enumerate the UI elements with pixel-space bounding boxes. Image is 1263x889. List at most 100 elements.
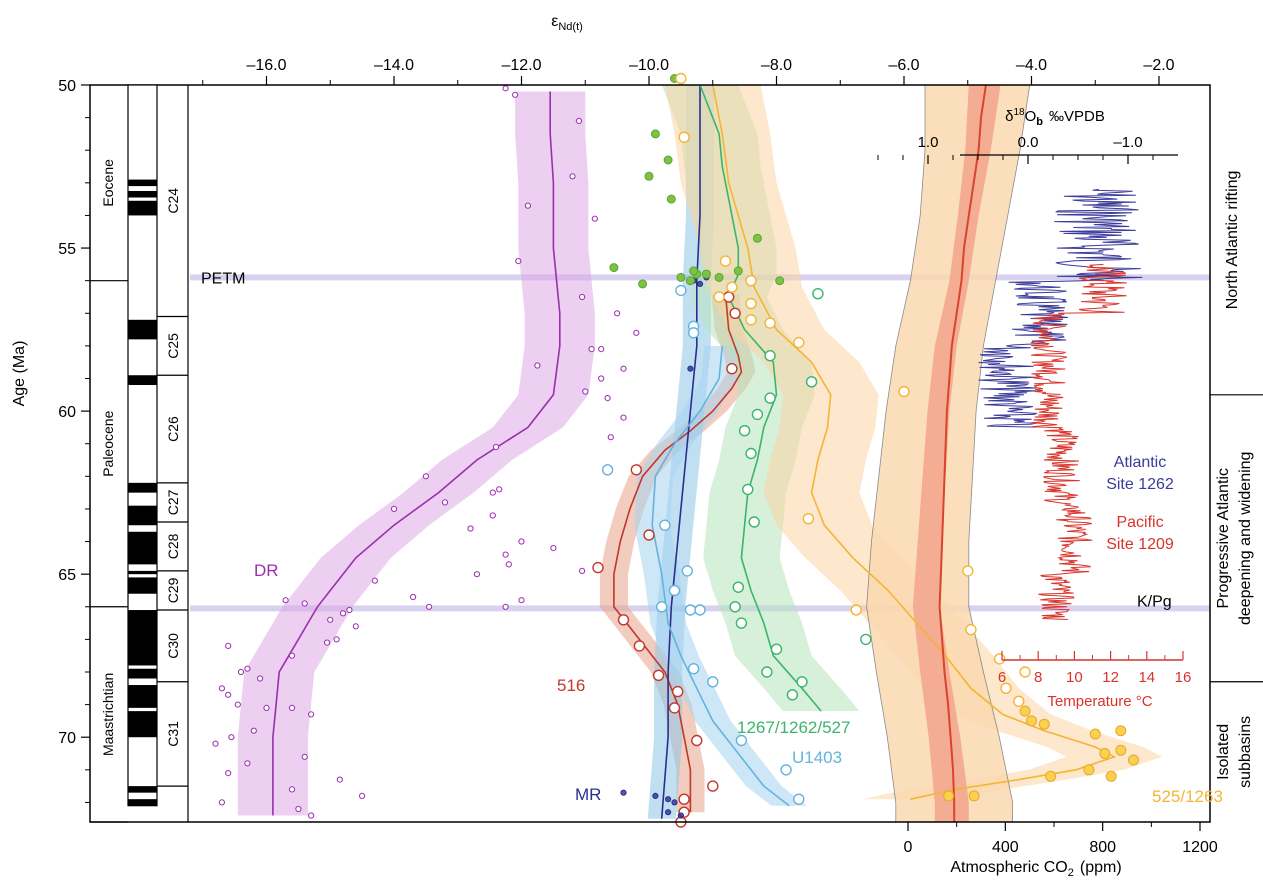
point-dr [512,91,519,98]
point-525-1263 [745,275,757,287]
temperature-axis-tick-label: 6 [998,669,1006,686]
point-dr [620,365,627,372]
point-dr [257,675,264,682]
top-axis-tick-label: –10.0 [629,57,669,74]
series-label-atlantic-line2: Site 1262 [1106,476,1174,493]
phase-label-north-atlantic-rifting-0: North Atlantic rifting [1224,171,1241,310]
curve-525-1263 [712,84,1117,800]
point-1267-1262-527 [748,516,760,528]
point-525-1263 [1000,682,1012,694]
curve-dr [272,91,561,816]
point-1267-1262-527 [732,581,744,593]
labels: PETM K/Pg DR 516 MR U1403 1267/1262/527 525/126… [201,270,1223,806]
temperature-axis-title: Temperature °C [1047,693,1152,710]
trace-pacific-site-1209 [1030,263,1127,620]
oxygen-axis-tick-label: 0.0 [1018,134,1039,151]
point-dr [534,362,541,369]
point-dr [346,606,353,614]
point-filled-525-1263 [1099,748,1111,759]
point-dr [225,642,232,650]
point-dr [598,346,605,353]
curve-mr [660,85,701,819]
point-516 [707,780,719,792]
point-1267-1262-527 [751,408,764,421]
point-dr [339,610,347,617]
point-filled-1267-1262-527 [714,272,724,282]
point-dr [473,571,480,578]
point-dr [218,799,225,806]
epoch-label-paleocene: Paleocene [100,410,116,476]
chron-label-c31: C31 [165,721,181,747]
point-dr [327,616,334,623]
point-u1403 [687,663,700,675]
point-525-1263 [745,297,757,310]
temperature-axis-tick-label: 10 [1066,669,1083,686]
point-filled-525-1263 [1026,715,1037,727]
point-dr [569,173,576,180]
point-1267-1262-527 [735,617,748,629]
point-dr [225,770,232,777]
point-u1403 [681,565,693,577]
point-mr [620,789,627,796]
temperature-axis-tick-label: 12 [1102,669,1119,686]
point-1267-1262-527 [770,643,783,655]
point-filled-525-1263 [1019,705,1031,717]
point-u1403 [656,601,668,613]
point-filled-1267-1262-527 [609,263,619,273]
left-axis-tick-label: 70 [58,730,76,747]
point-dr [550,545,557,552]
point-525-1263 [993,653,1006,665]
oxygen-temperature-records [978,188,1143,620]
point-516 [678,793,690,805]
point-1267-1262-527 [745,447,757,460]
point-1267-1262-527 [764,350,776,362]
polarity-normal-interval [128,685,157,708]
point-dr [489,512,496,519]
point-filled-525-1263 [1128,754,1139,766]
point-dr [426,603,433,610]
point-516 [668,702,681,714]
band-dr [237,91,595,816]
point-516 [672,685,684,698]
point-dr [582,388,589,395]
point-dr [301,600,308,607]
band-525-1263 [664,85,1163,800]
point-u1403 [793,793,805,805]
point-filled-1267-1262-527 [676,272,686,282]
curve-1267-1262-527 [699,84,822,712]
point-mr [687,365,694,372]
series-curves [272,84,1117,822]
point-filled-1267-1262-527 [663,155,673,165]
point-525-1263 [675,72,687,85]
point-1267-1262-527 [738,425,751,437]
point-u1403 [780,764,792,776]
point-dr [212,740,219,747]
point-dr [502,551,509,558]
tectonic-phases: North Atlantic rifting Progressive Atlant… [1210,171,1263,788]
top-axis-tick-label: –16.0 [246,57,286,74]
point-filled-525-1263 [968,790,980,802]
point-filled-525-1263 [943,790,955,802]
point-filled-525-1263 [1089,728,1101,740]
left-axis-tick-label: 55 [58,241,76,258]
point-525-1263 [802,513,815,525]
chron-label-c24: C24 [165,188,181,214]
point-dr [579,567,586,575]
chron-label-c30: C30 [165,633,181,659]
series-points [212,72,1139,828]
point-516 [643,529,655,541]
left-axis-tick-label: 60 [58,404,76,421]
point-filled-525-1263 [1115,725,1127,737]
point-dr [336,776,343,783]
top-axis-tick-label: –6.0 [888,57,919,74]
point-516 [726,363,738,375]
point-u1403 [684,604,697,616]
point-525-1263 [764,317,776,329]
point-dr [467,525,474,532]
bottom-axis-title: Atmospheric CO2 (ppm) [950,859,1121,879]
chron-label-c29: C29 [165,577,181,603]
point-mr [696,280,704,287]
point-filled-1267-1262-527 [644,171,654,181]
point-dr [263,704,270,712]
left-axis-tick-label: 65 [58,567,76,584]
